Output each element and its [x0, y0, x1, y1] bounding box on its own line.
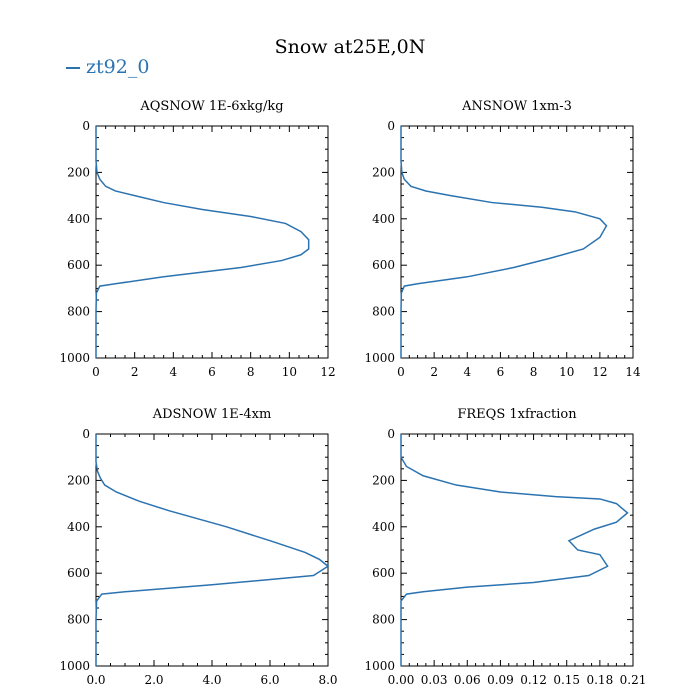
- y-tick-label: 0: [387, 427, 395, 441]
- plot-frame: [400, 433, 634, 667]
- y-tick-label: 400: [67, 212, 90, 226]
- x-tick-label: 0: [92, 365, 100, 379]
- legend-label: zt92_0: [86, 56, 150, 78]
- legend-line-swatch: [66, 67, 80, 69]
- x-tick-label: 2: [131, 365, 139, 379]
- x-tick-label: 12: [320, 365, 335, 379]
- y-tick-label: 200: [372, 165, 395, 179]
- plot-frame: [400, 125, 634, 359]
- y-tick-label: 1000: [59, 659, 90, 673]
- y-tick-label: 1000: [364, 659, 395, 673]
- series-line-zt92_0: [95, 434, 330, 666]
- x-tick-label: 0.15: [553, 673, 580, 687]
- x-tick-label: 0.18: [586, 673, 613, 687]
- x-tick-label: 0.00: [388, 673, 415, 687]
- series-line-zt92_0: [400, 434, 629, 666]
- y-tick-label: 400: [372, 520, 395, 534]
- x-tick-label: 8: [247, 365, 255, 379]
- panel-title: AQSNOW 1E-6xkg/kg: [139, 99, 283, 114]
- x-tick-label: 8: [530, 365, 538, 379]
- x-tick-label: 6.0: [260, 673, 279, 687]
- x-tick-label: 10: [559, 365, 574, 379]
- panel-title: ANSNOW 1xm-3: [461, 99, 572, 114]
- x-tick-label: 12: [592, 365, 607, 379]
- chart-panel-2: ANSNOW 1xm-3 0 2 4 6 8 10 12 14 0 200 400 600 800 1000: [364, 99, 641, 379]
- panel-title: ADSNOW 1E-4xm: [152, 407, 272, 422]
- x-tick-label: 2.0: [144, 673, 163, 687]
- x-tick-label: 6: [208, 365, 216, 379]
- x-tick-label: 10: [282, 365, 297, 379]
- x-tick-label: 0.12: [520, 673, 547, 687]
- y-tick-label: 400: [372, 212, 395, 226]
- x-tick-label: 0.09: [487, 673, 514, 687]
- plot-frame: [95, 125, 329, 359]
- x-tick-label: 0.03: [421, 673, 448, 687]
- y-tick-label: 0: [82, 119, 90, 133]
- series-line-zt92_0: [95, 126, 310, 358]
- y-tick-label: 600: [372, 566, 395, 580]
- y-tick-label: 1000: [364, 351, 395, 365]
- y-tick-label: 800: [67, 305, 90, 319]
- x-tick-label: 8.0: [318, 673, 337, 687]
- y-tick-label: 200: [67, 473, 90, 487]
- y-tick-label: 200: [67, 165, 90, 179]
- y-tick-label: 0: [82, 427, 90, 441]
- x-tick-label: 4.0: [202, 673, 221, 687]
- y-tick-label: 800: [372, 305, 395, 319]
- x-tick-label: 0.21: [620, 673, 647, 687]
- x-tick-label: 0.0: [86, 673, 105, 687]
- series-line-zt92_0: [400, 126, 608, 358]
- page-title: Snow at25E,0N: [274, 36, 426, 58]
- x-tick-label: 14: [625, 365, 641, 379]
- plot-frame: [95, 433, 329, 667]
- y-tick-label: 600: [67, 258, 90, 272]
- chart-panel-4: FREQS 1xfraction 0.00 0.03 0.06 0.09 0.12 0.15…: [364, 407, 646, 687]
- chart-panel-1: AQSNOW 1E-6xkg/kg 0 2 4 6 8 10 12 0 200 400 600 800 1…: [59, 99, 335, 379]
- y-tick-label: 800: [67, 613, 90, 627]
- x-tick-label: 4: [170, 365, 178, 379]
- x-tick-label: 0: [397, 365, 405, 379]
- y-tick-label: 800: [372, 613, 395, 627]
- x-tick-label: 2: [430, 365, 438, 379]
- y-tick-label: 1000: [59, 351, 90, 365]
- x-tick-label: 4: [463, 365, 471, 379]
- x-tick-label: 0.06: [454, 673, 481, 687]
- y-tick-label: 600: [372, 258, 395, 272]
- y-tick-label: 400: [67, 520, 90, 534]
- y-tick-label: 600: [67, 566, 90, 580]
- x-tick-label: 6: [497, 365, 505, 379]
- y-tick-label: 200: [372, 473, 395, 487]
- legend: zt92_0: [66, 56, 149, 78]
- chart-panel-3: ADSNOW 1E-4xm 0.0 2.0 4.0 6.0 8.0 0 200 400 600 80…: [59, 407, 337, 687]
- y-tick-label: 0: [387, 119, 395, 133]
- panel-title: FREQS 1xfraction: [457, 407, 577, 422]
